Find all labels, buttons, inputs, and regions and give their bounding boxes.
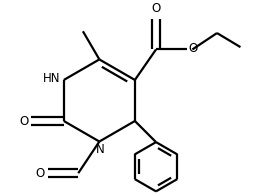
Text: O: O bbox=[151, 3, 160, 15]
Text: O: O bbox=[19, 114, 28, 128]
Text: HN: HN bbox=[43, 72, 60, 85]
Text: O: O bbox=[188, 42, 197, 55]
Text: O: O bbox=[36, 167, 45, 180]
Text: N: N bbox=[96, 143, 104, 156]
